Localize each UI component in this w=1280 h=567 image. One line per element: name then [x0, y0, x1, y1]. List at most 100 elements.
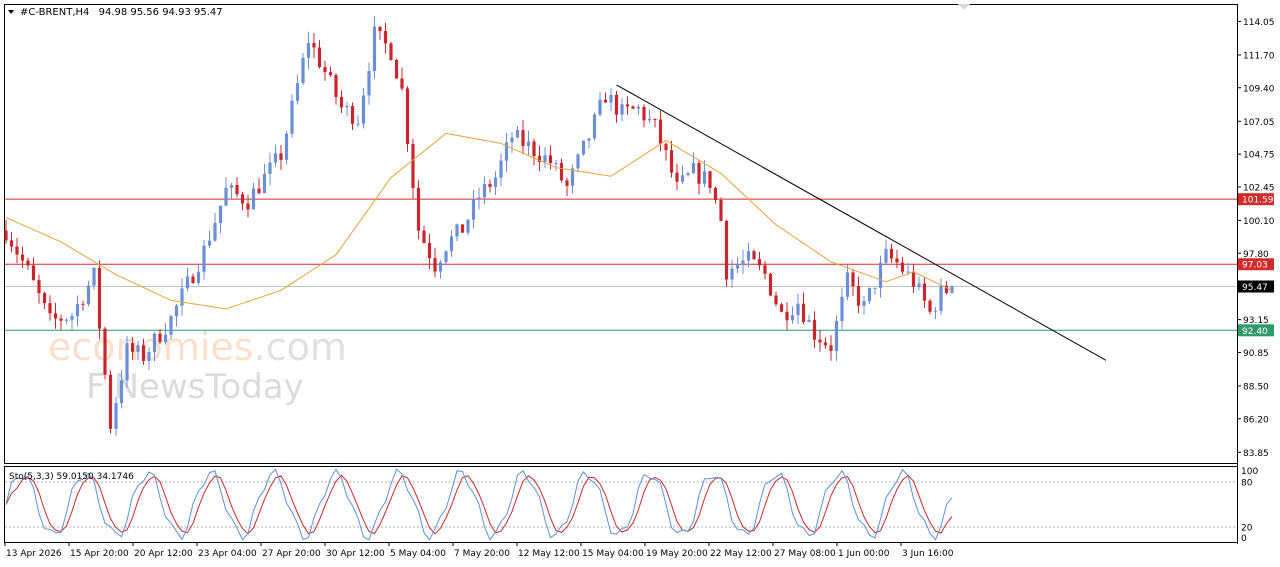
candle-76 [422, 225, 426, 244]
stochastic-signal-line [5, 474, 953, 535]
stochastic-main-line [5, 468, 953, 541]
candle-13 [75, 295, 80, 327]
candle-87 [482, 176, 487, 204]
candle-92 [510, 131, 514, 154]
candle-35 [196, 264, 201, 286]
candle-142 [785, 302, 789, 331]
candle-138 [763, 260, 767, 280]
candle-22 [125, 335, 129, 388]
candle-73 [405, 86, 410, 152]
level-badge-1-bg [1238, 258, 1274, 271]
trendline-group [616, 84, 1107, 361]
y-tick-label-9: 93.15 [1243, 316, 1269, 326]
price-axis: 114.05 111.70 109.40 107.05 104.75 102.45 100.… [1237, 18, 1275, 459]
level-badge-2: 92.40 [1242, 327, 1268, 337]
y-tick-label-4: 104.75 [1243, 151, 1275, 161]
level-badge-1: 97.03 [1242, 261, 1268, 271]
candle-118 [653, 118, 657, 128]
dropdown-triangle-icon[interactable] [8, 10, 14, 14]
candle-50 [279, 145, 283, 170]
candle-7 [42, 291, 47, 309]
watermark: economies.com F NewsToday [48, 325, 347, 407]
candle-153 [845, 264, 850, 301]
candle-8 [48, 295, 52, 321]
candle-139 [768, 273, 773, 297]
candle-146 [807, 314, 811, 323]
candle-38 [213, 212, 217, 243]
candle-159 [878, 255, 883, 298]
candle-77 [427, 233, 432, 270]
candle-93 [515, 126, 520, 139]
candle-84 [466, 218, 470, 236]
candle-121 [669, 140, 674, 178]
candle-104 [576, 153, 580, 172]
candle-158 [873, 287, 877, 295]
candle-64 [356, 115, 360, 128]
candle-155 [856, 276, 861, 314]
x-tick-label-5: 30 Apr 12:00 [326, 549, 385, 559]
candle-103 [570, 164, 575, 194]
candle-107 [592, 112, 597, 141]
candle-164 [906, 262, 910, 276]
candle-169 [933, 307, 938, 320]
x-tick-label-7: 7 May 20:00 [454, 549, 510, 559]
candle-83 [460, 224, 465, 233]
candle-11 [64, 318, 69, 325]
candle-161 [889, 243, 894, 263]
candle-2 [15, 237, 19, 264]
candle-20 [114, 397, 118, 436]
candle-149 [823, 337, 828, 349]
stoch-tick-label-0: 100 [1241, 467, 1258, 477]
candle-54 [301, 53, 305, 86]
candle-113 [625, 96, 630, 115]
candle-148 [818, 329, 822, 352]
x-tick-label-2: 20 Apr 12:00 [134, 549, 193, 559]
stochastic-axis: 100 80 200 [1241, 467, 1258, 544]
candle-40 [224, 177, 228, 206]
x-tick-label-9: 15 May 04:00 [582, 549, 644, 559]
candle-59 [328, 66, 333, 78]
ohlc-values: 94.98 95.56 94.93 95.47 [99, 7, 223, 18]
trendline[interactable] [616, 84, 1107, 361]
x-tick-label-11: 22 May 12:00 [710, 549, 772, 559]
stochastic-lines [5, 468, 1237, 541]
candle-49 [273, 144, 278, 168]
candle-45 [251, 182, 256, 210]
candle-4 [26, 257, 30, 270]
candle-65 [361, 87, 366, 129]
candle-143 [790, 306, 795, 324]
y-tick-label-0: 114.05 [1243, 18, 1275, 28]
candle-150 [829, 335, 833, 361]
candle-23 [130, 337, 135, 360]
x-tick-label-8: 12 May 12:00 [518, 549, 580, 559]
time-axis: 13 Apr 2026 15 Apr 20:00 20 Apr 12:00 23 Ap… [4, 542, 954, 559]
candle-67 [372, 16, 377, 79]
candle-60 [334, 73, 338, 105]
y-tick-label-2: 109.40 [1243, 84, 1275, 94]
candle-162 [895, 249, 899, 269]
candle-140 [774, 291, 778, 307]
candle-89 [493, 171, 498, 196]
x-tick-label-12: 27 May 08:00 [774, 549, 836, 559]
candle-172 [950, 284, 954, 294]
candle-127 [702, 160, 707, 187]
y-tick-label-7: 97.80 [1243, 250, 1269, 260]
x-tick-label-0: 13 Apr 2026 [6, 549, 62, 559]
candle-163 [900, 256, 905, 275]
y-tick-label-13: 83.85 [1243, 449, 1269, 459]
candle-108 [598, 91, 602, 117]
x-tick-label-13: 1 Jun 00:00 [838, 549, 890, 559]
candle-9 [53, 302, 58, 329]
candle-133 [735, 257, 740, 273]
candle-131 [724, 219, 729, 287]
moving-average-line [5, 132, 953, 310]
watermark-word-economies: economies [48, 325, 254, 369]
candle-47 [262, 163, 267, 194]
candle-71 [394, 58, 399, 79]
candle-72 [400, 67, 404, 91]
candle-130 [719, 197, 723, 222]
candle-5 [31, 257, 36, 281]
candle-109 [603, 92, 608, 103]
